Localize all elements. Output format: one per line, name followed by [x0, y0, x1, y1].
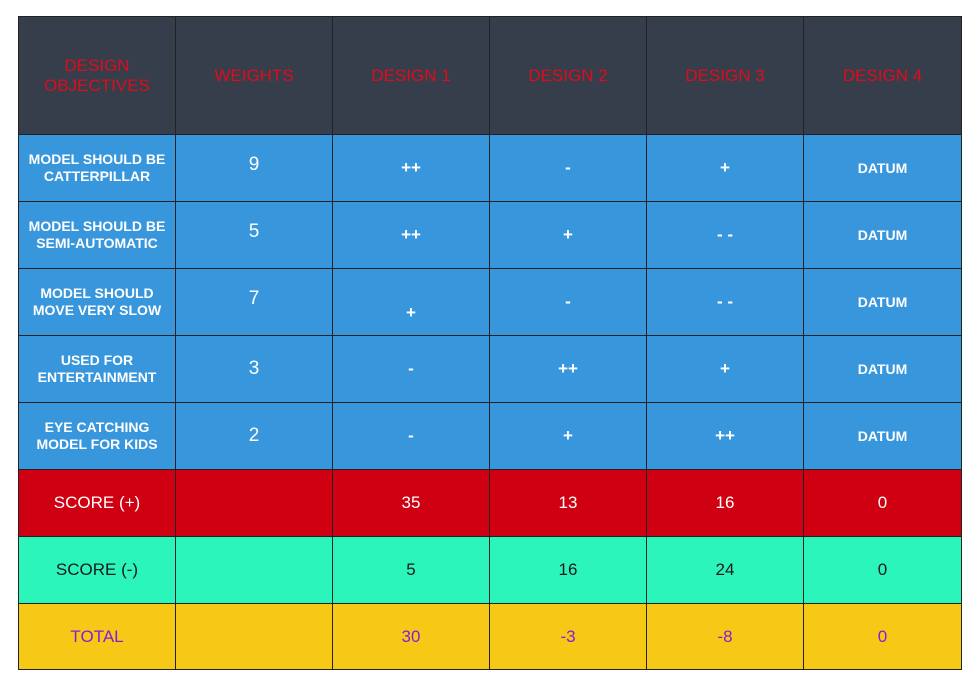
score-plus-weight-cell	[175, 469, 333, 537]
criteria-row: MODEL SHOULD BE SEMI-AUTOMATIC 5 ++ + - …	[18, 201, 962, 269]
objective-cell: MODEL SHOULD MOVE VERY SLOW	[18, 268, 176, 336]
weight-cell: 2	[175, 402, 333, 470]
design-1-rating-value: +	[406, 303, 416, 322]
weight-value: 9	[248, 154, 260, 175]
header-cell-weights: WEIGHTS	[175, 16, 333, 135]
objective-cell: USED FOR ENTERTAINMENT	[18, 335, 176, 403]
design-4-rating: DATUM	[803, 335, 962, 403]
design-4-rating: DATUM	[803, 201, 962, 269]
decision-matrix: DESIGN OBJECTIVES WEIGHTS DESIGN 1 DESIG…	[18, 16, 962, 670]
score-plus-design-2: 13	[489, 469, 647, 537]
weight-cell: 9	[175, 134, 333, 202]
design-3-rating: - -	[646, 268, 804, 336]
total-design-4: 0	[803, 603, 962, 670]
design-3-rating: +	[646, 134, 804, 202]
objective-cell: MODEL SHOULD BE CATTERPILLAR	[18, 134, 176, 202]
objective-cell: EYE CATCHING MODEL FOR KIDS	[18, 402, 176, 470]
criteria-row: MODEL SHOULD BE CATTERPILLAR 9 ++ - + DA…	[18, 134, 962, 202]
score-minus-design-1: 5	[332, 536, 490, 604]
score-minus-weight-cell	[175, 536, 333, 604]
score-minus-label: SCORE (-)	[18, 536, 176, 604]
weight-cell: 3	[175, 335, 333, 403]
design-3-rating: ++	[646, 402, 804, 470]
score-minus-design-4: 0	[803, 536, 962, 604]
design-1-rating: +	[332, 268, 490, 336]
design-2-rating: +	[489, 201, 647, 269]
design-1-rating: -	[332, 402, 490, 470]
score-minus-design-2: 16	[489, 536, 647, 604]
design-1-rating: -	[332, 335, 490, 403]
weight-value: 7	[248, 288, 260, 309]
weight-value: 5	[248, 221, 260, 242]
weight-cell: 5	[175, 201, 333, 269]
score-plus-design-3: 16	[646, 469, 804, 537]
objective-cell: MODEL SHOULD BE SEMI-AUTOMATIC	[18, 201, 176, 269]
criteria-row: USED FOR ENTERTAINMENT 3 - ++ + DATUM	[18, 335, 962, 403]
total-weight-cell	[175, 603, 333, 670]
score-plus-label: SCORE (+)	[18, 469, 176, 537]
criteria-row: MODEL SHOULD MOVE VERY SLOW 7 + - - - DA…	[18, 268, 962, 336]
weight-cell: 7	[175, 268, 333, 336]
header-cell-design-2: DESIGN 2	[489, 16, 647, 135]
design-3-rating: - -	[646, 201, 804, 269]
design-2-rating: -	[489, 134, 647, 202]
header-row: DESIGN OBJECTIVES WEIGHTS DESIGN 1 DESIG…	[18, 16, 962, 135]
header-cell-design-4: DESIGN 4	[803, 16, 962, 135]
total-label: TOTAL	[18, 603, 176, 670]
score-minus-row: SCORE (-) 5 16 24 0	[18, 536, 962, 604]
total-design-1: 30	[332, 603, 490, 670]
score-plus-design-1: 35	[332, 469, 490, 537]
design-3-rating: +	[646, 335, 804, 403]
header-cell-objectives: DESIGN OBJECTIVES	[18, 16, 176, 135]
header-cell-design-1: DESIGN 1	[332, 16, 490, 135]
design-2-rating: -	[489, 268, 647, 336]
design-2-rating: ++	[489, 335, 647, 403]
design-2-rating: +	[489, 402, 647, 470]
design-4-rating: DATUM	[803, 268, 962, 336]
design-1-rating: ++	[332, 134, 490, 202]
total-design-2: -3	[489, 603, 647, 670]
score-plus-design-4: 0	[803, 469, 962, 537]
design-1-rating: ++	[332, 201, 490, 269]
total-row: TOTAL 30 -3 -8 0	[18, 603, 962, 670]
design-4-rating: DATUM	[803, 402, 962, 470]
design-4-rating: DATUM	[803, 134, 962, 202]
total-design-3: -8	[646, 603, 804, 670]
header-cell-design-3: DESIGN 3	[646, 16, 804, 135]
criteria-row: EYE CATCHING MODEL FOR KIDS 2 - + ++ DAT…	[18, 402, 962, 470]
score-plus-row: SCORE (+) 35 13 16 0	[18, 469, 962, 537]
score-minus-design-3: 24	[646, 536, 804, 604]
